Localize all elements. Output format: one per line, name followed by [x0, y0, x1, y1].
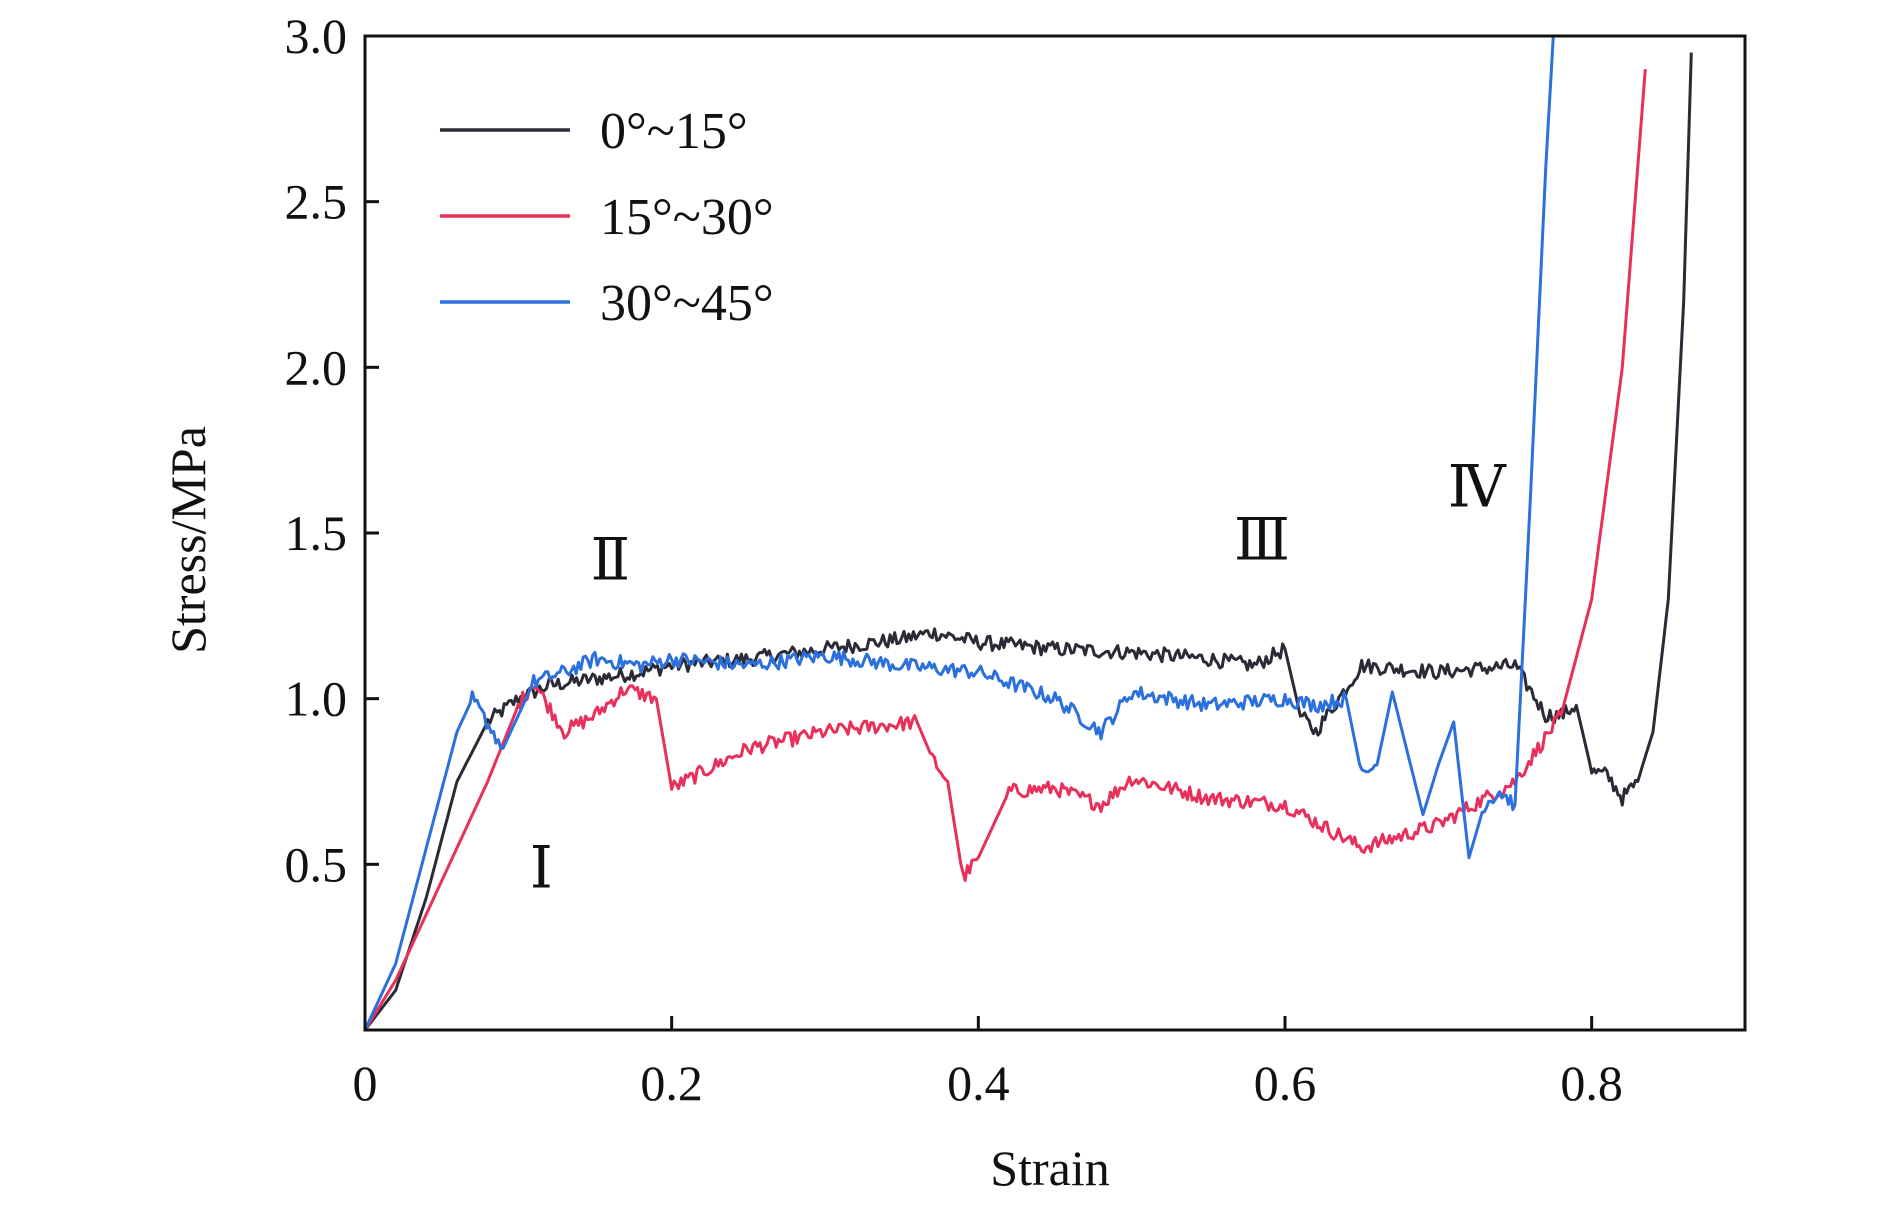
- y-tick-label-5: 3.0: [285, 8, 348, 64]
- legend-label-1: 15°~30°: [600, 189, 774, 246]
- y-tick-label-0: 0.5: [285, 836, 348, 892]
- x-tick-label-4: 0.8: [1560, 1055, 1623, 1111]
- y-tick-label-4: 2.5: [285, 174, 348, 230]
- stage-annotation-4: Ⅳ: [1448, 454, 1507, 519]
- y-tick-label-1: 1.0: [285, 671, 348, 727]
- x-tick-label-3: 0.6: [1254, 1055, 1317, 1111]
- series-line-2: [365, 36, 1555, 1030]
- x-axis-label: Strain: [990, 1140, 1109, 1196]
- y-tick-label-3: 2.0: [285, 339, 348, 395]
- stage-annotation-3: Ⅲ: [1234, 508, 1290, 573]
- stage-annotation-2: Ⅱ: [591, 527, 630, 592]
- legend-label-0: 0°~15°: [600, 103, 748, 160]
- y-axis-label: Stress/MPa: [160, 426, 216, 654]
- legend-label-2: 30°~45°: [600, 275, 774, 332]
- legend: 0°~15° 15°~30° 30°~45°: [440, 103, 774, 332]
- x-tick-label-0: 0: [353, 1055, 378, 1111]
- x-tick-label-1: 0.2: [640, 1055, 703, 1111]
- series-line-0: [365, 52, 1693, 1030]
- stage-annotation-1: Ⅰ: [530, 836, 553, 901]
- plot-area: Ⅰ Ⅱ Ⅲ Ⅳ: [365, 36, 1693, 1030]
- x-tick-label-2: 0.4: [947, 1055, 1010, 1111]
- y-tick-label-2: 1.5: [285, 505, 348, 561]
- axes: 0 0.2 0.4 0.6 0.8 0.5 1.0 1.5 2.0 2.5 3.0: [285, 8, 1747, 1111]
- series-line-1: [365, 68, 1647, 1030]
